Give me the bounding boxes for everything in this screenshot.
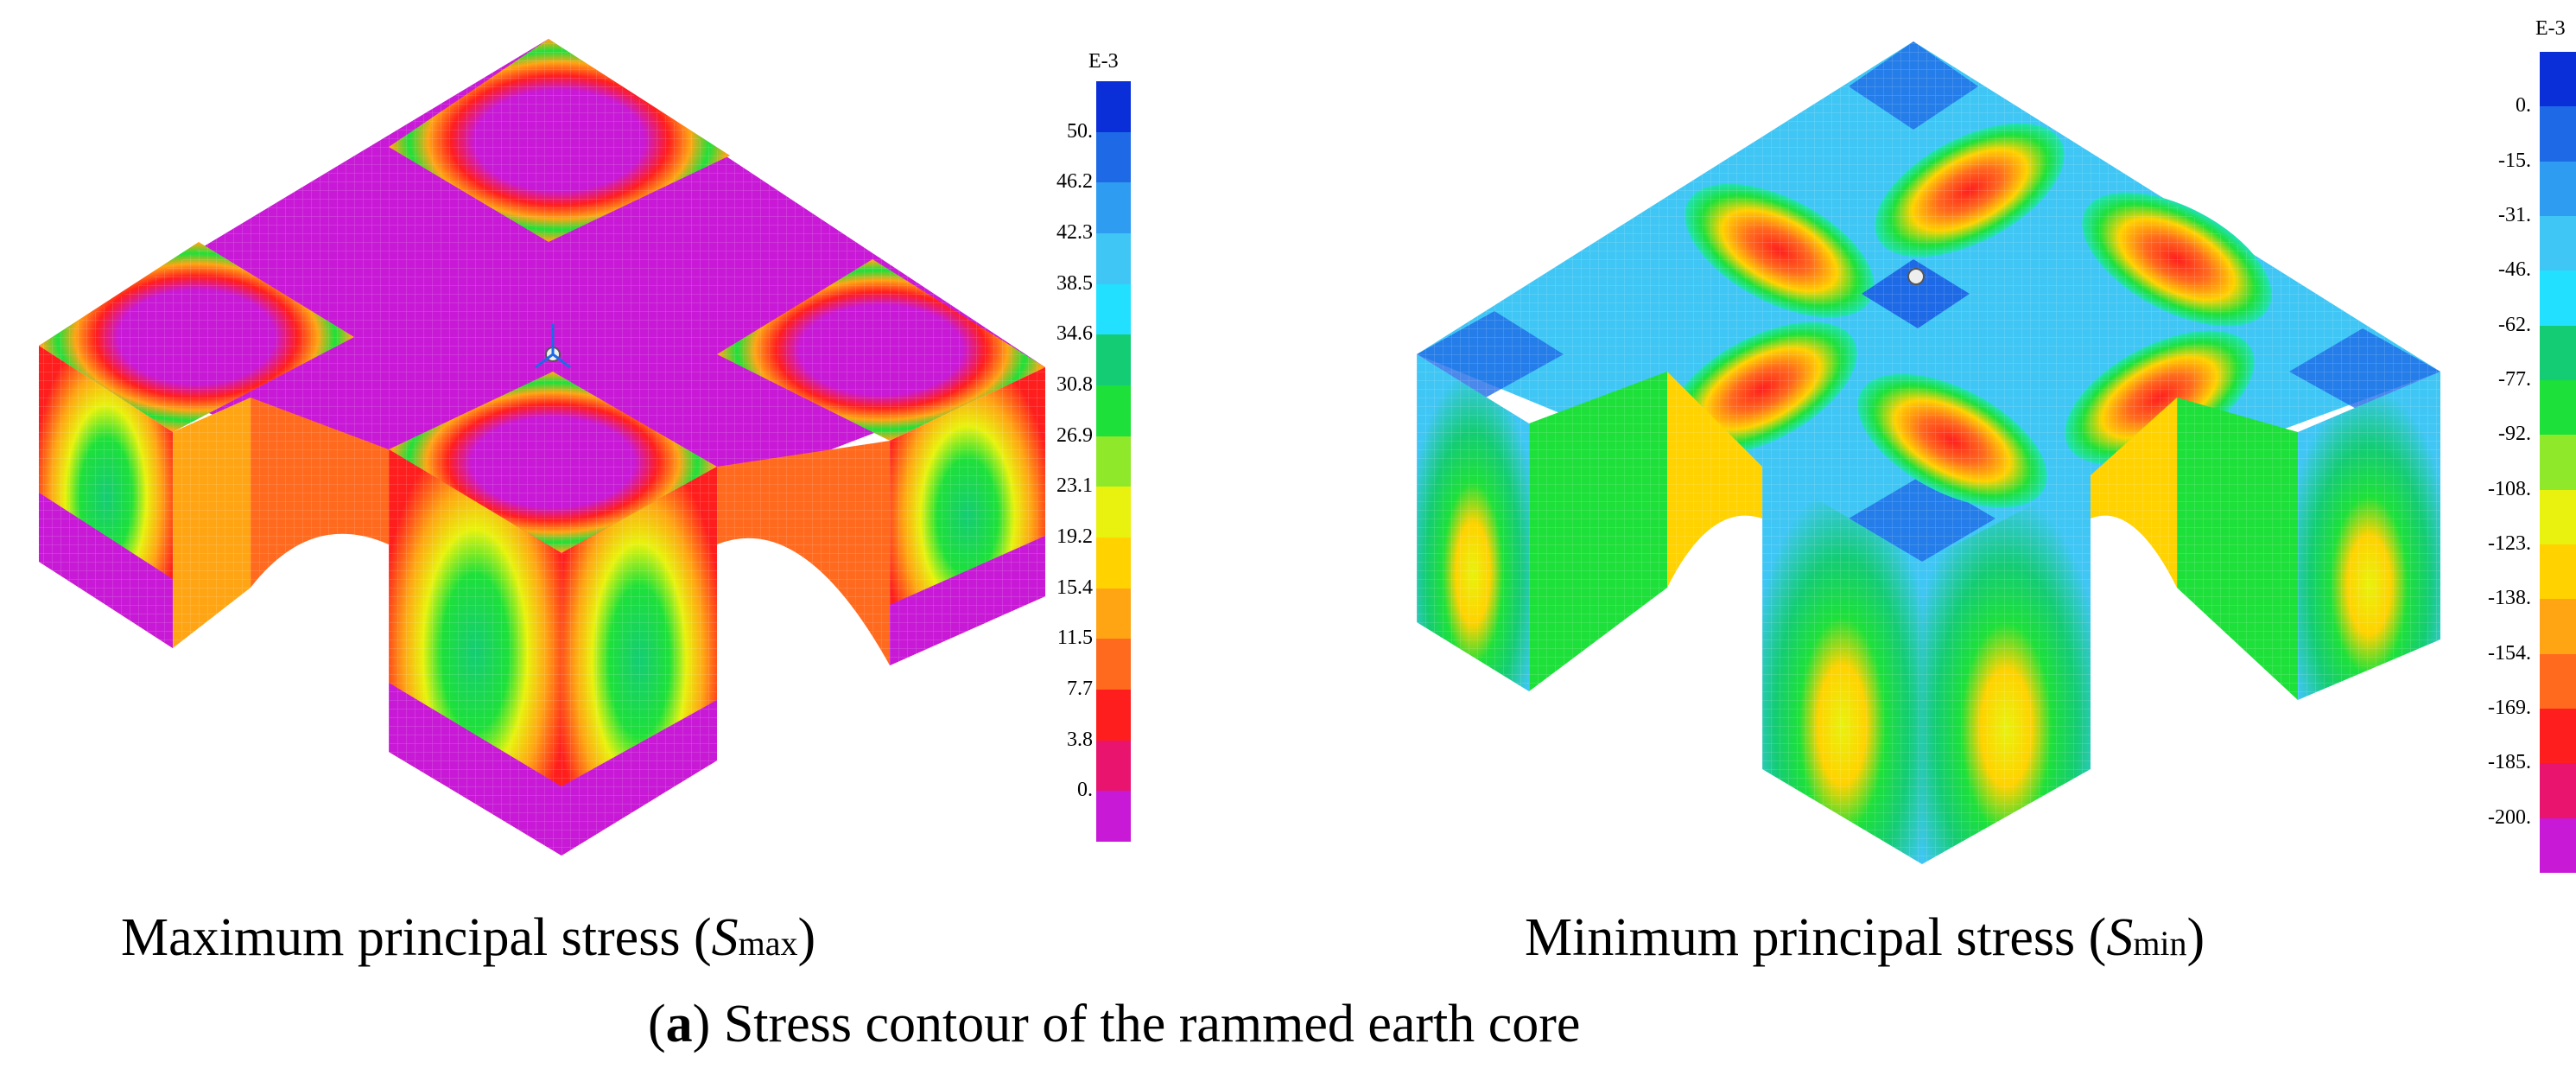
colorbar-segment xyxy=(1096,588,1131,639)
colorbar-segment xyxy=(2540,709,2576,764)
colorbar-segment xyxy=(2540,106,2576,162)
colorbar-segment xyxy=(1096,81,1131,133)
colorbar-tick-label: -77. xyxy=(2498,368,2531,391)
axis-marker-icon xyxy=(535,324,571,369)
colorbar-tick-label: -154. xyxy=(2488,641,2531,665)
smin-colorbar-strip xyxy=(2540,52,2576,874)
smax-contour-model xyxy=(39,39,1045,856)
colorbar-tick-label: 46.2 xyxy=(1056,170,1093,194)
colorbar-segment xyxy=(2540,599,2576,655)
colorbar-segment xyxy=(1096,233,1131,285)
colorbar-tick-label: -46. xyxy=(2498,258,2531,282)
smax-colorbar: E-3 50. 46.2 42.3 38.5 34.6 30.8 26.9 23.1 19.2 1… xyxy=(989,50,1131,854)
colorbar-tick-label: 11.5 xyxy=(1056,627,1093,650)
colorbar-segment xyxy=(1096,385,1131,437)
colorbar-segment xyxy=(1096,740,1131,792)
caption-smin: Minimum principal stress (Smin) xyxy=(1525,908,2205,967)
panel-smax: E-3 50. 46.2 42.3 38.5 34.6 30.8 26.9 23.1 19.2 1… xyxy=(0,0,1244,977)
colorbar-segment xyxy=(2540,216,2576,271)
colorbar-segment xyxy=(1096,639,1131,690)
colorbar-tick-label: 15.4 xyxy=(1056,576,1093,599)
colorbar-segment xyxy=(1096,334,1131,386)
colorbar-tick-label: -31. xyxy=(2498,204,2531,226)
colorbar-tick-label: -185. xyxy=(2488,751,2531,774)
figure-caption-label: a xyxy=(665,995,693,1053)
colorbar-segment xyxy=(1096,538,1131,589)
caption-smax: Maximum principal stress (Smax) xyxy=(121,908,816,967)
colorbar-segment xyxy=(2540,380,2576,436)
colorbar-tick-label: -92. xyxy=(2498,423,2531,446)
colorbar-tick-label: 19.2 xyxy=(1056,525,1093,548)
figure-caption: (a) Stress contour of the rammed earth c… xyxy=(648,995,1581,1053)
colorbar-tick-label: 50. xyxy=(1067,119,1093,143)
colorbar-segment xyxy=(1096,182,1131,234)
colorbar-segment xyxy=(1096,791,1131,843)
colorbar-tick-label: 38.5 xyxy=(1056,271,1093,295)
colorbar-segment xyxy=(1096,690,1131,741)
panel-smin: E-3 0. -15. -31. -46. -62. -77. -92. -108. -123.… xyxy=(1382,0,2576,977)
colorbar-tick-label: 34.6 xyxy=(1056,322,1093,346)
smax-colorbar-labels: 50. 46.2 42.3 38.5 34.6 30.8 26.9 23.1 19.2 15.4 1… xyxy=(989,81,1093,842)
smin-contour-model xyxy=(1417,41,2440,864)
colorbar-tick-label: 42.3 xyxy=(1056,221,1093,244)
colorbar-segment xyxy=(2540,818,2576,874)
smin-colorbar: E-3 0. -15. -31. -46. -62. -77. -92. -108. -123.… xyxy=(2427,17,2576,881)
colorbar-segment xyxy=(2540,653,2576,709)
colorbar-tick-label: -62. xyxy=(2498,313,2531,336)
colorbar-tick-label: 23.1 xyxy=(1056,474,1093,498)
smax-colorbar-strip xyxy=(1096,81,1131,843)
colorbar-tick-label: 26.9 xyxy=(1056,423,1093,447)
colorbar-tick-label: -200. xyxy=(2488,805,2531,829)
colorbar-segment xyxy=(2540,435,2576,491)
smax-colorbar-exponent: E-3 xyxy=(1088,50,1119,73)
colorbar-tick-label: 0. xyxy=(1077,779,1093,802)
colorbar-segment xyxy=(2540,325,2576,381)
colorbar-tick-label: 30.8 xyxy=(1056,373,1093,396)
colorbar-segment xyxy=(2540,161,2576,217)
colorbar-tick-label: -15. xyxy=(2498,149,2531,172)
colorbar-tick-label: 7.7 xyxy=(1067,678,1093,700)
colorbar-tick-label: 3.8 xyxy=(1067,728,1093,751)
axis-marker-icon xyxy=(1907,268,1925,285)
colorbar-segment xyxy=(2540,489,2576,545)
colorbar-segment xyxy=(2540,52,2576,107)
figure-caption-text: Stress contour of the rammed earth core xyxy=(723,995,1581,1053)
colorbar-tick-label: -138. xyxy=(2488,587,2531,610)
smin-colorbar-exponent: E-3 xyxy=(2535,17,2566,40)
colorbar-segment xyxy=(1096,131,1131,183)
colorbar-segment xyxy=(1096,487,1131,538)
colorbar-tick-label: 0. xyxy=(2516,94,2531,118)
colorbar-tick-label: -123. xyxy=(2488,532,2531,555)
colorbar-segment xyxy=(2540,270,2576,327)
colorbar-segment xyxy=(2540,763,2576,819)
colorbar-tick-label: -108. xyxy=(2488,477,2531,500)
colorbar-segment xyxy=(2540,544,2576,600)
colorbar-segment xyxy=(1096,283,1131,335)
smin-colorbar-labels: 0. -15. -31. -46. -62. -77. -92. -108. -123. -138… xyxy=(2427,52,2531,873)
colorbar-segment xyxy=(1096,436,1131,487)
colorbar-tick-label: -169. xyxy=(2488,697,2531,719)
